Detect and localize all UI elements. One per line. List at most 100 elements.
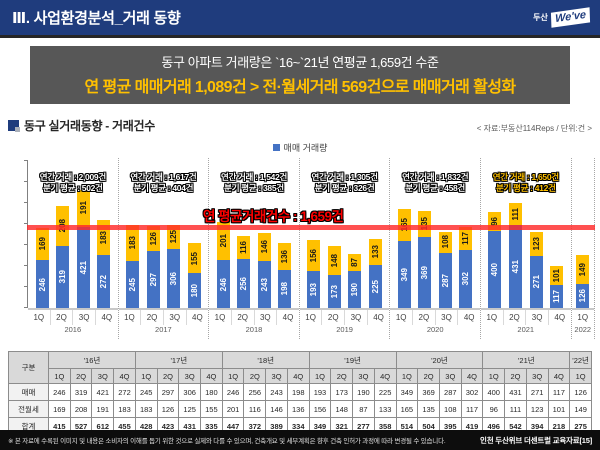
sale-segment: 180 — [187, 273, 201, 308]
quarter-axis-2019: 1Q 2Q 3Q 4Q — [299, 308, 390, 325]
footer-disclaimer: ※ 본 자료에 수록된 이미지 및 내용은 소비자의 이해를 돕기 위한 것으로… — [8, 438, 446, 445]
section-title-row: 동구 실거래동향 - 거래건수 < 자료:부동산114Reps / 단위:건 > — [8, 117, 592, 134]
sale-segment: 306 — [167, 248, 181, 308]
table-row-label: 전월세 — [8, 400, 49, 418]
table-quarter-header: 3Q — [91, 368, 115, 384]
weve-logo-mark: We've — [550, 7, 591, 28]
summary-line1: 동구 아파트 거래량은 `16~`21년 연평균 1,659건 수준 — [161, 55, 439, 70]
table-cell: 135 — [417, 400, 440, 418]
slide-footer: ※ 본 자료에 수록된 이미지 및 내용은 소비자의 이해를 돕기 위한 것으로… — [0, 430, 600, 450]
logo-doosan-text: 두산 — [533, 13, 548, 22]
year-group-2019: 연간 거래 : 1,305건 분기 평균 : 326건 156 193 148 173 87… — [299, 158, 391, 339]
bar-2017-1Q: 183 245 — [126, 225, 140, 308]
table-cell: 126 — [569, 383, 592, 401]
table-quarter-header: 1Q — [134, 368, 158, 384]
section-title: 동구 실거래동향 - 거래건수 — [8, 117, 155, 134]
rent-segment: 191 — [76, 189, 90, 227]
sale-segment: 225 — [368, 264, 382, 308]
summary-box: 동구 아파트 거래량은 `16~`21년 연평균 1,659건 수준 연 평균 … — [30, 46, 570, 104]
sale-segment: 297 — [146, 250, 160, 308]
table-cell: 149 — [569, 400, 592, 418]
plot-area-2018: 연간 거래 : 1,542건 분기 평균 : 385건 201 246 116 256 14… — [209, 158, 299, 308]
rent-segment: 136 — [278, 243, 292, 270]
table-quarter-header: 3Q — [352, 368, 375, 384]
table-cell: 349 — [395, 383, 419, 401]
rent-segment: 111 — [509, 203, 522, 225]
table-quarter-header: 1Q — [395, 368, 419, 384]
axis-tick-label: 1Q — [577, 313, 589, 322]
year-axis-label: 2018 — [245, 325, 263, 334]
table-year-header: '16년 — [48, 351, 136, 369]
rent-segment: 155 — [187, 243, 201, 274]
average-line-label: 연 평균거래건수 : 1,659건 — [203, 209, 344, 224]
legend-swatch-icon — [272, 144, 280, 151]
year-axis-label: 2021 — [517, 325, 535, 334]
table-cell: 156 — [308, 400, 332, 418]
axis-tick-label: 4Q — [366, 310, 390, 325]
table-cell: 246 — [221, 383, 245, 401]
table-cell: 117 — [547, 383, 571, 401]
bar-2017-4Q: 155 180 — [187, 243, 201, 308]
rent-segment: 101 — [550, 265, 564, 286]
table-quarter-header: 2Q — [156, 368, 180, 384]
average-line — [27, 225, 595, 230]
table-cell: 165 — [395, 400, 419, 418]
table-cell: 225 — [373, 383, 397, 401]
rent-segment: 117 — [459, 226, 473, 250]
sale-segment: 245 — [126, 260, 140, 308]
bar-2022-1Q: 149 126 — [576, 254, 590, 308]
table-cell: 101 — [547, 400, 571, 418]
rent-segment: 133 — [368, 238, 382, 265]
bar-2017-3Q: 125 306 — [167, 224, 181, 308]
rent-segment: 126 — [146, 226, 160, 251]
table-cell: 306 — [178, 383, 202, 401]
bars-2022: 149 126 — [572, 158, 594, 308]
rent-segment: 135 — [418, 210, 432, 237]
rent-segment: 123 — [529, 231, 543, 256]
sale-segment: 243 — [257, 261, 271, 308]
bar-2016-3Q: 191 421 — [76, 189, 90, 308]
bar-2016-4Q: 183 272 — [97, 220, 111, 308]
sale-segment: 302 — [459, 249, 473, 308]
plot-area-2019: 연간 거래 : 1,305건 분기 평균 : 326건 156 193 148 173 87… — [300, 158, 390, 308]
doosan-weve-logo: 두산 We've — [533, 7, 591, 28]
bar-2019-2Q: 148 173 — [327, 245, 341, 308]
sale-segment: 173 — [327, 274, 341, 308]
table-cell: 256 — [243, 383, 267, 401]
bar-2017-2Q: 126 297 — [146, 226, 160, 308]
table-quarter-header: 4Q — [373, 368, 397, 384]
quarter-axis-2018: 1Q 2Q 3Q 4Q — [209, 308, 299, 325]
table-year-header: '17년 — [134, 351, 223, 369]
plot-area-2022: 149 126 — [572, 158, 594, 308]
bar-2019-3Q: 87 190 — [348, 254, 362, 308]
axis-tick-label: 1Q — [305, 313, 316, 322]
table-cell: 126 — [156, 400, 180, 418]
table-cell: 96 — [482, 400, 506, 418]
annual-annotation-2016: 연간 거래 : 2,009건 분기 평균 : 502건 — [39, 172, 106, 194]
table-cell: 191 — [91, 400, 115, 418]
table-cell: 148 — [330, 400, 354, 418]
table-cell: 155 — [200, 400, 223, 418]
flag-icon — [8, 120, 20, 132]
table-quarter-header: 2Q — [243, 368, 267, 384]
sale-segment: 246 — [35, 260, 49, 308]
axis-tick-label: 2Q — [230, 310, 254, 325]
table-row-label: 매매 — [8, 383, 49, 401]
table-cell: 302 — [460, 383, 484, 401]
sale-segment: 287 — [438, 252, 452, 308]
legend-label: 매매 거래량 — [283, 143, 328, 153]
table-quarter-header: 4Q — [200, 368, 223, 384]
bars-2019: 156 193 148 173 87 190 133 225 — [300, 158, 390, 308]
table-cell: 117 — [460, 400, 484, 418]
table-quarter-header: 3Q — [438, 368, 462, 384]
axis-tick-label: 4Q — [94, 310, 118, 325]
rent-segment: 201 — [216, 221, 230, 261]
quarter-axis-2022: 1Q — [571, 308, 594, 325]
rent-segment: 148 — [327, 245, 341, 275]
sale-segment: 246 — [216, 260, 230, 308]
transaction-bar-chart: 연 평균거래건수 : 1,659건 연간 거래 : 2,009건 분기 평균 : … — [24, 158, 595, 339]
year-axis-label: 2022 — [574, 325, 592, 334]
table-cell: 173 — [330, 383, 354, 401]
sale-segment: 272 — [97, 255, 111, 308]
